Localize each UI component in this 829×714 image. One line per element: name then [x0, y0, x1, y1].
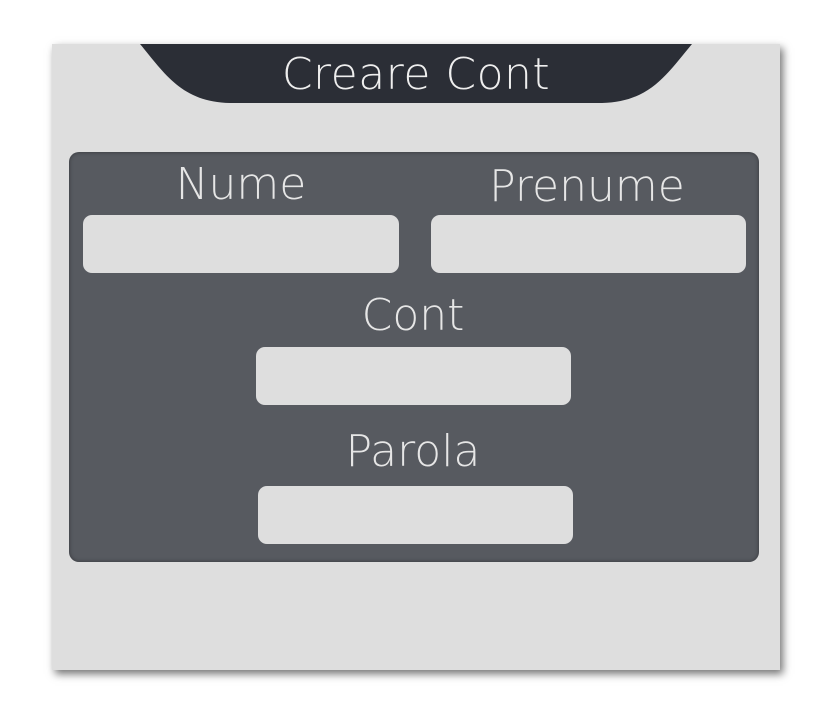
password-input[interactable]	[258, 486, 573, 544]
header-tab: Creare Cont	[140, 44, 692, 103]
password-label: Parola	[345, 426, 481, 477]
last-name-label: Nume	[175, 159, 307, 210]
account-label: Cont	[361, 290, 465, 341]
last-name-input[interactable]	[83, 215, 399, 273]
first-name-label: Prenume	[489, 161, 685, 212]
first-name-input[interactable]	[431, 215, 746, 273]
create-account-window: Creare Cont Nume Prenume Cont Parola	[52, 44, 780, 670]
page-title: Creare Cont	[281, 49, 551, 100]
form-panel: Nume Prenume Cont Parola	[69, 152, 759, 562]
account-input[interactable]	[256, 347, 571, 405]
